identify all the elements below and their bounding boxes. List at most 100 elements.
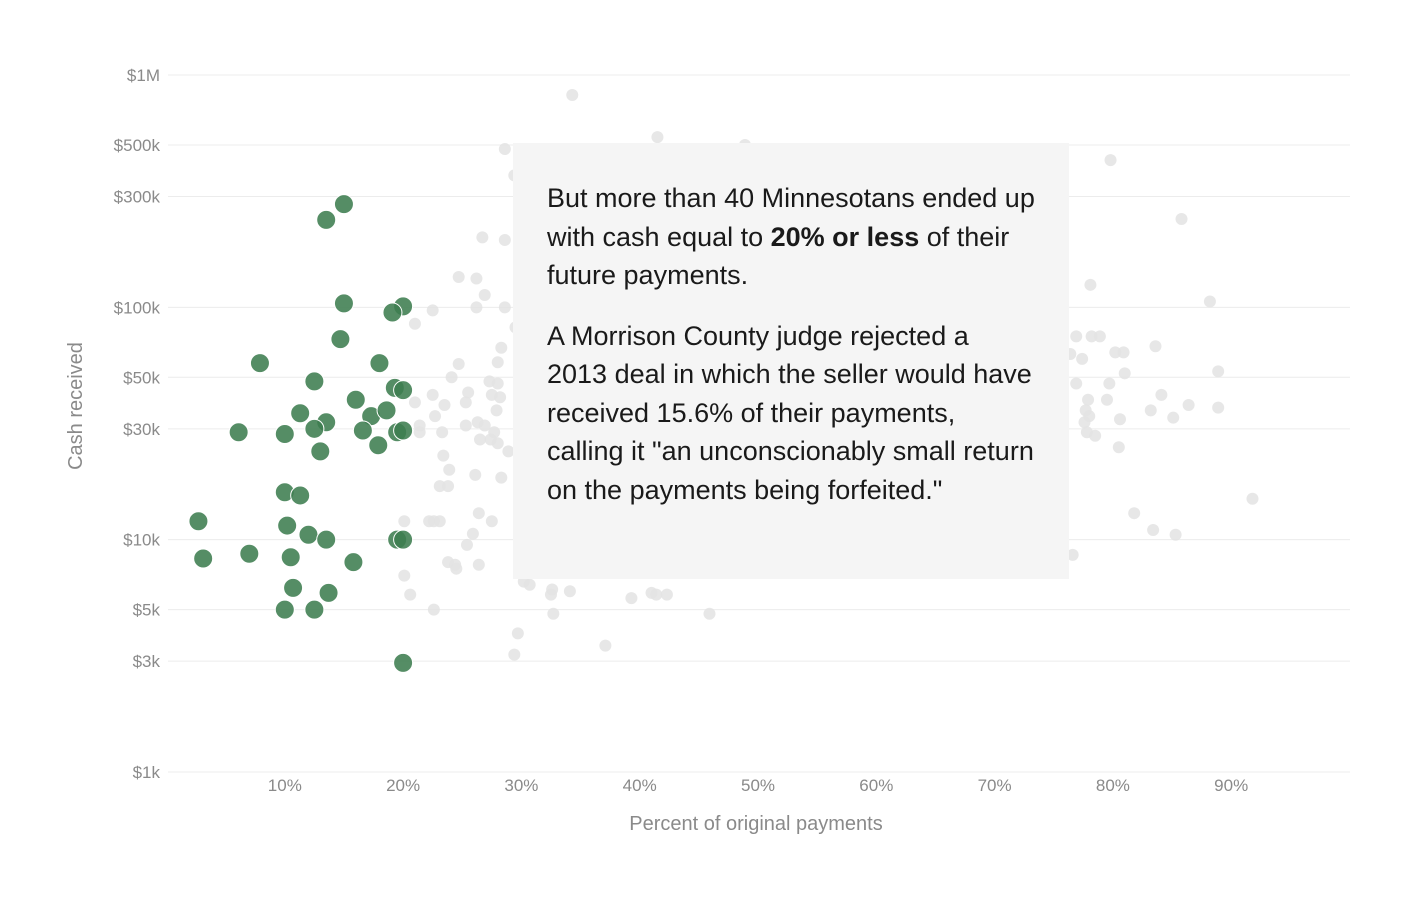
data-point-other — [495, 341, 508, 354]
data-point-other — [703, 607, 716, 620]
data-point-highlighted — [345, 389, 366, 410]
data-point-other — [490, 404, 503, 417]
data-point-other — [1109, 346, 1122, 359]
data-point-highlighted — [393, 380, 414, 401]
data-point-highlighted — [393, 420, 414, 441]
data-point-highlighted — [382, 302, 403, 323]
data-point-other — [1117, 346, 1130, 359]
data-point-other — [1147, 524, 1160, 537]
data-point-other — [566, 89, 579, 102]
data-point-highlighted — [304, 371, 325, 392]
data-point-other — [1118, 367, 1131, 380]
data-point-other — [398, 569, 411, 582]
data-point-other — [450, 562, 463, 575]
data-point-highlighted — [310, 441, 331, 462]
data-point-other — [625, 592, 638, 605]
data-point-other — [498, 301, 511, 314]
data-point-other — [1089, 429, 1102, 442]
y-tick-label: $300k — [114, 187, 161, 206]
data-point-highlighted — [333, 194, 354, 215]
annotation-text-start: But more than 40 Minnesotans ended up wi… — [547, 183, 1035, 252]
data-point-other — [466, 527, 479, 540]
y-tick-label: $1k — [133, 763, 161, 782]
data-point-other — [452, 271, 465, 284]
data-point-highlighted — [274, 423, 295, 444]
y-tick-label: $50k — [123, 368, 160, 387]
data-point-highlighted — [393, 529, 414, 550]
data-point-other — [485, 515, 498, 528]
y-tick-label: $1M — [127, 66, 160, 85]
x-axis-label: Percent of original payments — [629, 813, 882, 835]
data-point-other — [1093, 330, 1106, 343]
data-point-other — [472, 507, 485, 520]
data-point-other — [1082, 393, 1095, 406]
annotation-emphasis: 20% or less — [770, 221, 920, 252]
data-point-highlighted — [369, 353, 390, 374]
data-point-highlighted — [376, 400, 397, 421]
data-point-other — [544, 588, 557, 601]
data-point-other — [473, 433, 486, 446]
data-point-other — [1144, 404, 1157, 417]
data-point-other — [1084, 278, 1097, 291]
data-point-other — [1155, 388, 1168, 401]
data-point-other — [476, 231, 489, 244]
data-point-highlighted — [343, 552, 364, 573]
data-point-highlighted — [352, 420, 373, 441]
data-point-other — [427, 603, 440, 616]
data-point-other — [1070, 377, 1083, 390]
data-point-other — [495, 471, 508, 484]
y-tick-label: $5k — [133, 601, 161, 620]
data-point-other — [478, 419, 491, 432]
points-other — [398, 89, 1259, 661]
data-point-highlighted — [368, 435, 389, 456]
data-point-other — [408, 396, 421, 409]
data-point-other — [1182, 398, 1195, 411]
y-axis-ticks: $1k $3k $5k $10k $30k $50k $100k $300k $500k $1M — [114, 66, 161, 782]
x-tick-label: 80% — [1096, 776, 1130, 795]
annotation-text-end: of their future payments. — [547, 221, 1010, 291]
data-point-other — [429, 410, 442, 423]
y-tick-label: $100k — [114, 298, 161, 317]
data-point-other — [470, 301, 483, 314]
y-tick-label: $30k — [123, 420, 160, 439]
annotation-paragraph-2: A Morrison County judge rejected a 2013 … — [547, 320, 1034, 505]
data-point-other — [502, 445, 515, 458]
data-point-other — [494, 391, 507, 404]
y-axis-label: Cash received — [65, 342, 87, 470]
data-point-other — [498, 143, 511, 156]
data-point-other — [1112, 441, 1125, 454]
annotation-paragraph-1: But more than 40 Minnesotans ended up wi… — [547, 179, 1035, 295]
x-tick-label: 10% — [268, 776, 302, 795]
data-point-other — [436, 426, 449, 439]
data-point-other — [459, 419, 472, 432]
data-point-other — [491, 356, 504, 369]
data-point-other — [437, 449, 450, 462]
data-point-highlighted — [330, 329, 351, 350]
y-tick-label: $3k — [133, 652, 161, 671]
data-point-other — [1066, 548, 1079, 561]
y-tick-label: $500k — [114, 136, 161, 155]
data-point-other — [426, 388, 439, 401]
data-point-other — [398, 515, 411, 528]
x-tick-label: 30% — [504, 776, 538, 795]
data-point-highlighted — [316, 529, 337, 550]
data-point-highlighted — [290, 485, 311, 506]
data-point-other — [563, 585, 576, 598]
data-point-other — [1104, 154, 1117, 167]
data-point-other — [1167, 411, 1180, 424]
data-point-highlighted — [298, 524, 319, 545]
data-point-other — [433, 480, 446, 493]
data-point-other — [1128, 507, 1141, 520]
data-point-other — [478, 289, 491, 302]
x-tick-label: 90% — [1214, 776, 1248, 795]
data-point-other — [547, 607, 560, 620]
data-point-other — [651, 131, 664, 144]
data-point-other — [508, 648, 521, 661]
data-point-other — [523, 578, 536, 591]
data-point-other — [1085, 330, 1098, 343]
data-point-other — [660, 588, 673, 601]
data-point-highlighted — [228, 422, 249, 443]
data-point-other — [491, 437, 504, 450]
data-point-highlighted — [304, 599, 325, 620]
data-point-other — [413, 426, 426, 439]
